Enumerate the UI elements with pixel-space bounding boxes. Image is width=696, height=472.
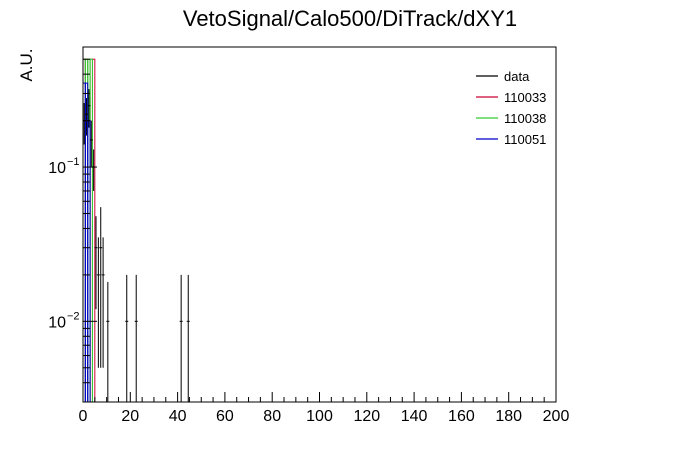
chart-title: VetoSignal/Calo500/DiTrack/dXY1: [183, 6, 517, 31]
legend-entry: 110038: [476, 111, 546, 126]
legend-label: 110033: [504, 90, 546, 105]
series-data: [82, 89, 190, 402]
x-tick-label: 160: [448, 408, 475, 425]
x-tick-label: 40: [169, 408, 187, 425]
legend-label: data: [504, 69, 530, 84]
legend-entry: data: [476, 69, 530, 84]
y-tick-exponent: −2: [67, 310, 80, 322]
y-axis-label: A.U.: [17, 48, 36, 81]
y-tick-exponent: −1: [67, 156, 80, 168]
y-axis: 10−210−1: [48, 46, 97, 403]
y-tick-label: 10: [48, 160, 66, 177]
hist-bin: [87, 120, 91, 403]
legend: data 110033 110038 110051: [476, 69, 546, 147]
x-tick-label: 200: [543, 408, 570, 425]
legend-entry: 110051: [476, 132, 546, 147]
plot-frame: [82, 46, 557, 403]
x-tick-label: 100: [306, 408, 333, 425]
legend-label: 110038: [504, 111, 546, 126]
x-tick-label: 80: [263, 408, 281, 425]
legend-entry: 110033: [476, 90, 546, 105]
x-tick-label: 140: [401, 408, 428, 425]
x-tick-label: 20: [121, 408, 139, 425]
legend-label: 110051: [504, 132, 546, 147]
x-tick-label: 120: [353, 408, 380, 425]
data-points-layer: [82, 89, 190, 402]
x-tick-label: 180: [495, 408, 522, 425]
x-axis: 0 20 40 60 80 100 120 140 160 180 200: [79, 392, 570, 425]
x-tick-label: 0: [79, 408, 88, 425]
x-tick-label: 60: [216, 408, 234, 425]
y-tick-label: 10: [48, 314, 66, 331]
